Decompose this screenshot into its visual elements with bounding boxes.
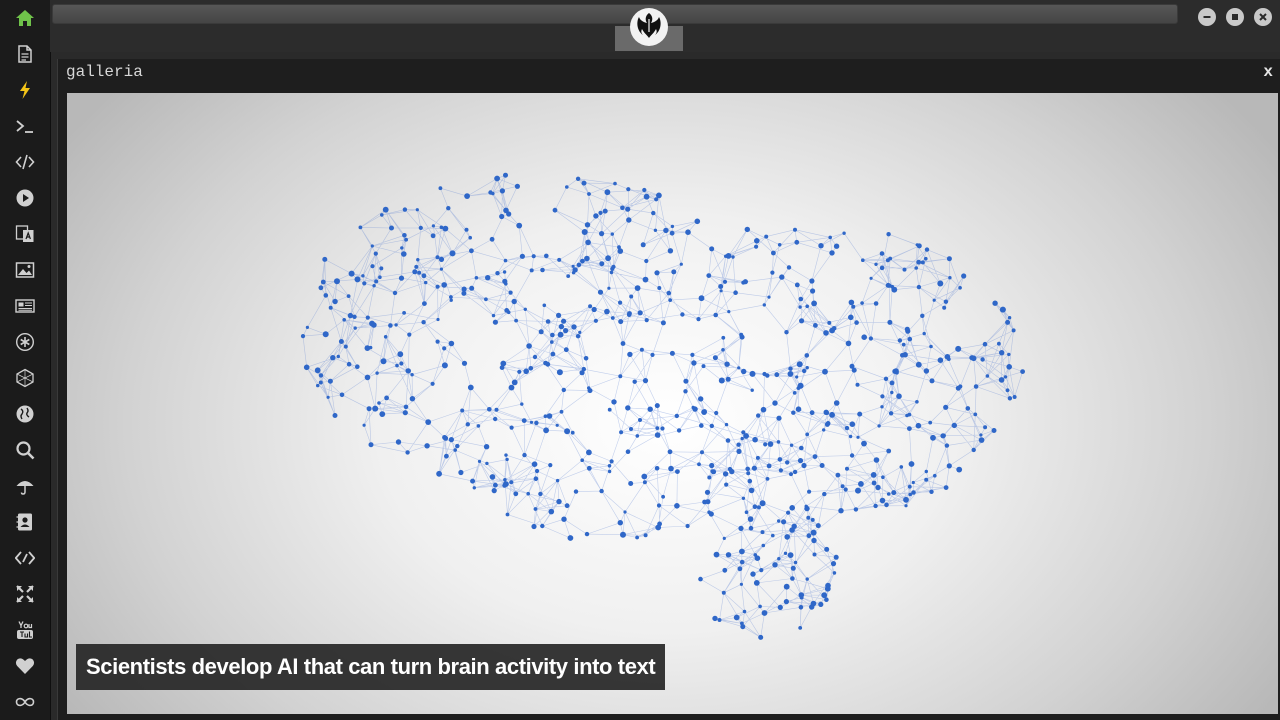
sidebar-item-infinity[interactable]: [0, 684, 50, 720]
minimize-button[interactable]: [1198, 8, 1216, 26]
home-icon: [16, 10, 34, 26]
lightning-icon: [20, 81, 30, 99]
logo-button[interactable]: [630, 8, 668, 46]
image-caption: Scientists develop AI that can turn brai…: [76, 644, 666, 690]
sidebar-item-youtube[interactable]: [0, 612, 50, 648]
heart-icon: [15, 658, 35, 674]
sidebar-item-contacts[interactable]: [0, 504, 50, 540]
sidebar-item-asterisk[interactable]: [0, 324, 50, 360]
minimize-icon: [1203, 16, 1211, 18]
hexagon-icon: [16, 368, 34, 388]
newspaper-icon: [15, 299, 35, 313]
sidebar-item-search[interactable]: [0, 432, 50, 468]
sidebar-item-images[interactable]: [0, 252, 50, 288]
sidebar-item-play[interactable]: [0, 180, 50, 216]
sidebar-item-code[interactable]: [0, 144, 50, 180]
maximize-icon: [1232, 14, 1238, 20]
sidebar-item-fullscreen[interactable]: [0, 576, 50, 612]
sidebar-item-translate[interactable]: [0, 216, 50, 252]
app-sidebar: [0, 0, 51, 720]
infinity-icon: [15, 697, 35, 707]
gallery-window: galleria x Scientists develop AI that ca…: [57, 59, 1280, 720]
sidebar-item-diamond-code[interactable]: [0, 540, 50, 576]
window-close-button[interactable]: x: [1263, 63, 1273, 81]
sidebar-item-favorites[interactable]: [0, 648, 50, 684]
translate-icon: [15, 225, 34, 242]
code-icon: [15, 154, 35, 170]
asterisk-icon: [15, 332, 35, 352]
sidebar-item-terminal[interactable]: [0, 108, 50, 144]
sidebar-item-hexagon[interactable]: [0, 360, 50, 396]
sidebar-item-umbrella[interactable]: [0, 468, 50, 504]
sidebar-item-home[interactable]: [0, 0, 50, 36]
window-title: galleria: [66, 63, 143, 81]
maximize-button[interactable]: [1226, 8, 1244, 26]
close-app-button[interactable]: [1254, 8, 1272, 26]
sidebar-item-lightning[interactable]: [0, 72, 50, 108]
fullscreen-icon: [16, 585, 34, 603]
sidebar-item-news[interactable]: [0, 288, 50, 324]
youtube-icon: [17, 621, 33, 639]
rebel-alliance-logo-icon: [632, 10, 666, 44]
contacts-icon: [16, 513, 32, 531]
terminal-icon: [16, 120, 33, 133]
umbrella-icon: [16, 481, 34, 495]
diamond-code-icon: [15, 551, 35, 565]
sidebar-item-globe[interactable]: [0, 396, 50, 432]
gallery-image-viewer[interactable]: Scientists develop AI that can turn brai…: [67, 93, 1278, 714]
brain-network-image: [300, 172, 1025, 640]
image-icon: [15, 262, 35, 278]
document-icon: [18, 45, 32, 63]
sidebar-item-documents[interactable]: [0, 36, 50, 72]
globe-icon: [16, 405, 34, 423]
search-icon: [16, 441, 35, 460]
play-icon: [16, 189, 34, 207]
close-icon: [1259, 13, 1267, 21]
address-bar[interactable]: [52, 4, 1178, 24]
